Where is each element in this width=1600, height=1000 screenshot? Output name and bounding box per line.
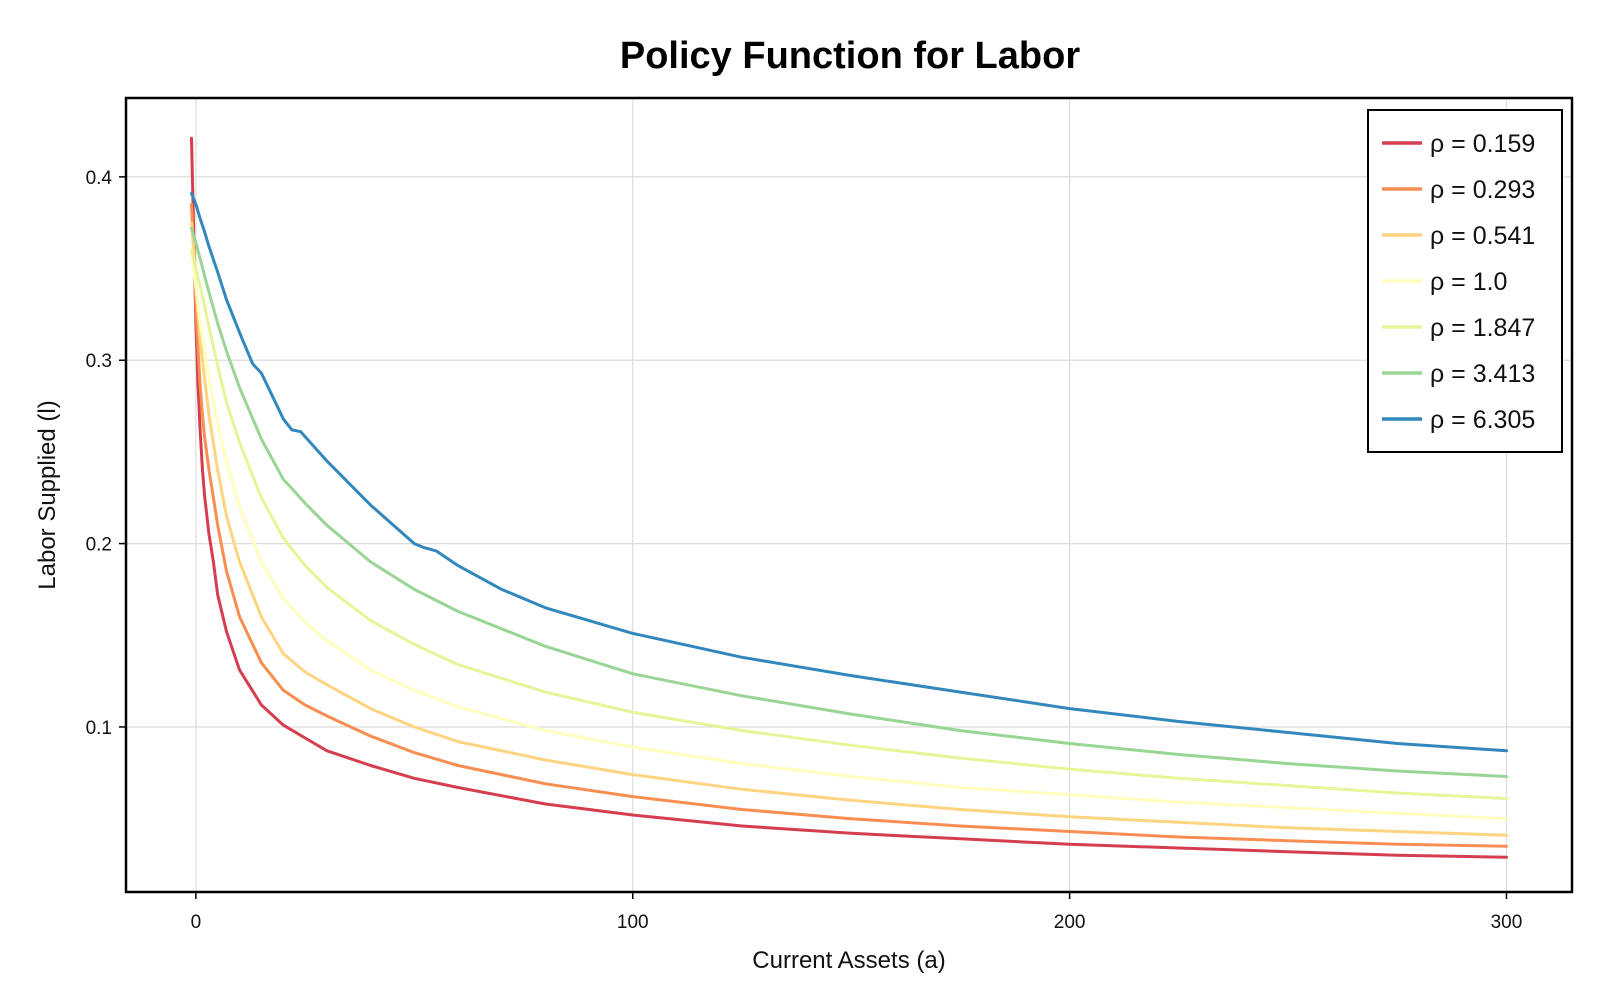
- series-line-4: [190, 248, 1508, 800]
- series-line-2: [190, 221, 1508, 837]
- legend-label: ρ = 0.159: [1430, 130, 1535, 158]
- x-ticks: 0 100 200 300: [191, 892, 1523, 933]
- legend-label: ρ = 1.0: [1430, 268, 1507, 296]
- y-tick-label: 0.4: [86, 168, 113, 189]
- series-line-5: [190, 226, 1508, 778]
- y-tick-label: 0.1: [86, 718, 112, 739]
- y-axis-label: Labor Supplied (l): [34, 400, 61, 589]
- x-tick-label: 200: [1054, 912, 1086, 933]
- series-line-6: [190, 191, 1508, 753]
- y-ticks: 0.1 0.2 0.3 0.4: [86, 168, 126, 739]
- legend-label: ρ = 1.847: [1430, 314, 1535, 342]
- plot-frame: [124, 96, 1574, 894]
- series-line-0: [190, 136, 1508, 859]
- y-tick-label: 0.2: [86, 535, 112, 556]
- x-tick-label: 0: [191, 912, 202, 933]
- x-tick-label: 100: [617, 912, 649, 933]
- legend-label: ρ = 0.541: [1430, 222, 1535, 250]
- x-axis-label: Current Assets (a): [752, 947, 945, 974]
- legend-label: ρ = 6.305: [1430, 406, 1535, 434]
- legend-label: ρ = 3.413: [1430, 360, 1535, 388]
- y-tick-label: 0.3: [86, 351, 112, 372]
- series-line-1: [190, 202, 1508, 848]
- legend: ρ = 0.159 ρ = 0.293 ρ = 0.541 ρ = 1.0 ρ = 1.…: [1367, 109, 1563, 453]
- chart-title: Policy Function for Labor: [620, 35, 1080, 77]
- legend-label: ρ = 0.293: [1430, 176, 1535, 204]
- series-line-3: [190, 248, 1508, 821]
- series-group: [190, 136, 1508, 859]
- x-tick-label: 300: [1491, 912, 1523, 933]
